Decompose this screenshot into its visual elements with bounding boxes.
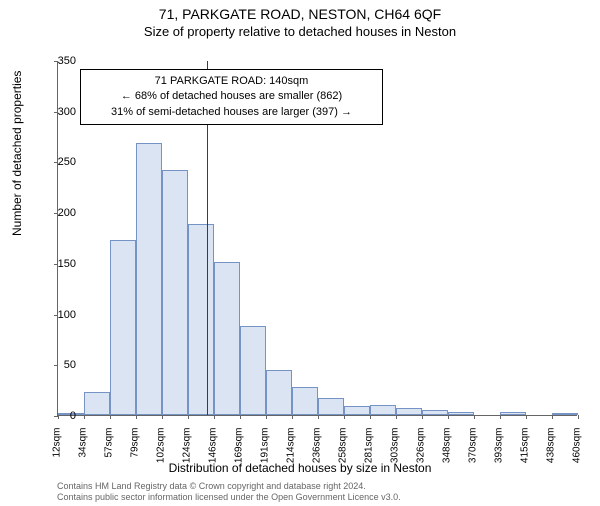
page-title: 71, PARKGATE ROAD, NESTON, CH64 6QF: [0, 6, 600, 22]
y-tick-label: 100: [46, 309, 76, 321]
x-tick-label: 326sqm: [416, 428, 427, 478]
histogram-bar: [552, 413, 578, 415]
x-tick-label: 34sqm: [78, 428, 89, 478]
histogram-bar: [448, 412, 474, 415]
histogram-bar: [136, 143, 162, 415]
x-tick-label: 438sqm: [546, 428, 557, 478]
x-tick-label: 12sqm: [52, 428, 63, 478]
x-tick-mark: [526, 415, 527, 419]
x-tick-label: 415sqm: [520, 428, 531, 478]
x-tick-label: 281sqm: [364, 428, 375, 478]
x-tick-label: 169sqm: [234, 428, 245, 478]
y-tick-label: 200: [46, 207, 76, 219]
histogram-bar: [188, 224, 214, 415]
annotation-line: 71 PARKGATE ROAD: 140sqm: [89, 74, 374, 89]
y-tick-label: 300: [46, 106, 76, 118]
histogram-bar: [344, 406, 370, 415]
x-axis-label: Distribution of detached houses by size …: [0, 461, 600, 475]
x-tick-mark: [500, 415, 501, 419]
x-tick-mark: [110, 415, 111, 419]
plot-region: 71 PARKGATE ROAD: 140sqm← 68% of detache…: [57, 61, 577, 416]
histogram-bar: [110, 240, 136, 415]
x-tick-label: 460sqm: [572, 428, 583, 478]
x-tick-mark: [370, 415, 371, 419]
x-tick-mark: [84, 415, 85, 419]
x-tick-mark: [240, 415, 241, 419]
x-tick-label: 57sqm: [104, 428, 115, 478]
x-tick-mark: [318, 415, 319, 419]
x-tick-label: 102sqm: [156, 428, 167, 478]
chart-area: 71 PARKGATE ROAD: 140sqm← 68% of detache…: [57, 61, 577, 416]
annotation-line: ← 68% of detached houses are smaller (86…: [89, 89, 374, 104]
histogram-bar: [500, 412, 526, 415]
x-tick-label: 79sqm: [130, 428, 141, 478]
footer-attribution: Contains HM Land Registry data © Crown c…: [57, 481, 401, 503]
histogram-bar: [396, 408, 422, 415]
histogram-bar: [370, 405, 396, 415]
annotation-box: 71 PARKGATE ROAD: 140sqm← 68% of detache…: [80, 69, 383, 125]
y-axis-label: Number of detached properties: [10, 71, 24, 236]
x-tick-label: 370sqm: [468, 428, 479, 478]
footer-line-1: Contains HM Land Registry data © Crown c…: [57, 481, 401, 492]
histogram-bar: [240, 326, 266, 415]
x-tick-label: 236sqm: [312, 428, 323, 478]
y-tick-label: 250: [46, 156, 76, 168]
histogram-bar: [162, 170, 188, 415]
histogram-bar: [422, 410, 448, 415]
x-tick-label: 146sqm: [208, 428, 219, 478]
y-tick-label: 350: [46, 55, 76, 67]
x-tick-mark: [422, 415, 423, 419]
histogram-bar: [318, 398, 344, 415]
annotation-line: 31% of semi-detached houses are larger (…: [89, 105, 374, 120]
x-tick-mark: [448, 415, 449, 419]
histogram-bar: [214, 262, 240, 415]
x-tick-mark: [266, 415, 267, 419]
x-tick-mark: [344, 415, 345, 419]
y-tick-label: 50: [46, 359, 76, 371]
x-tick-mark: [474, 415, 475, 419]
y-tick-label: 150: [46, 258, 76, 270]
x-tick-mark: [396, 415, 397, 419]
x-tick-label: 348sqm: [442, 428, 453, 478]
footer-line-2: Contains public sector information licen…: [57, 492, 401, 503]
x-tick-label: 303sqm: [390, 428, 401, 478]
x-tick-label: 191sqm: [260, 428, 271, 478]
histogram-bar: [84, 392, 110, 415]
x-tick-label: 214sqm: [286, 428, 297, 478]
x-tick-mark: [162, 415, 163, 419]
y-tick-label: 0: [46, 410, 76, 422]
x-tick-label: 393sqm: [494, 428, 505, 478]
x-tick-mark: [552, 415, 553, 419]
histogram-bar: [292, 387, 318, 415]
x-tick-mark: [578, 415, 579, 419]
histogram-bar: [266, 370, 292, 415]
x-tick-mark: [136, 415, 137, 419]
x-tick-mark: [214, 415, 215, 419]
x-tick-label: 124sqm: [182, 428, 193, 478]
x-tick-mark: [292, 415, 293, 419]
x-tick-mark: [188, 415, 189, 419]
page-subtitle: Size of property relative to detached ho…: [0, 24, 600, 39]
x-tick-label: 258sqm: [338, 428, 349, 478]
